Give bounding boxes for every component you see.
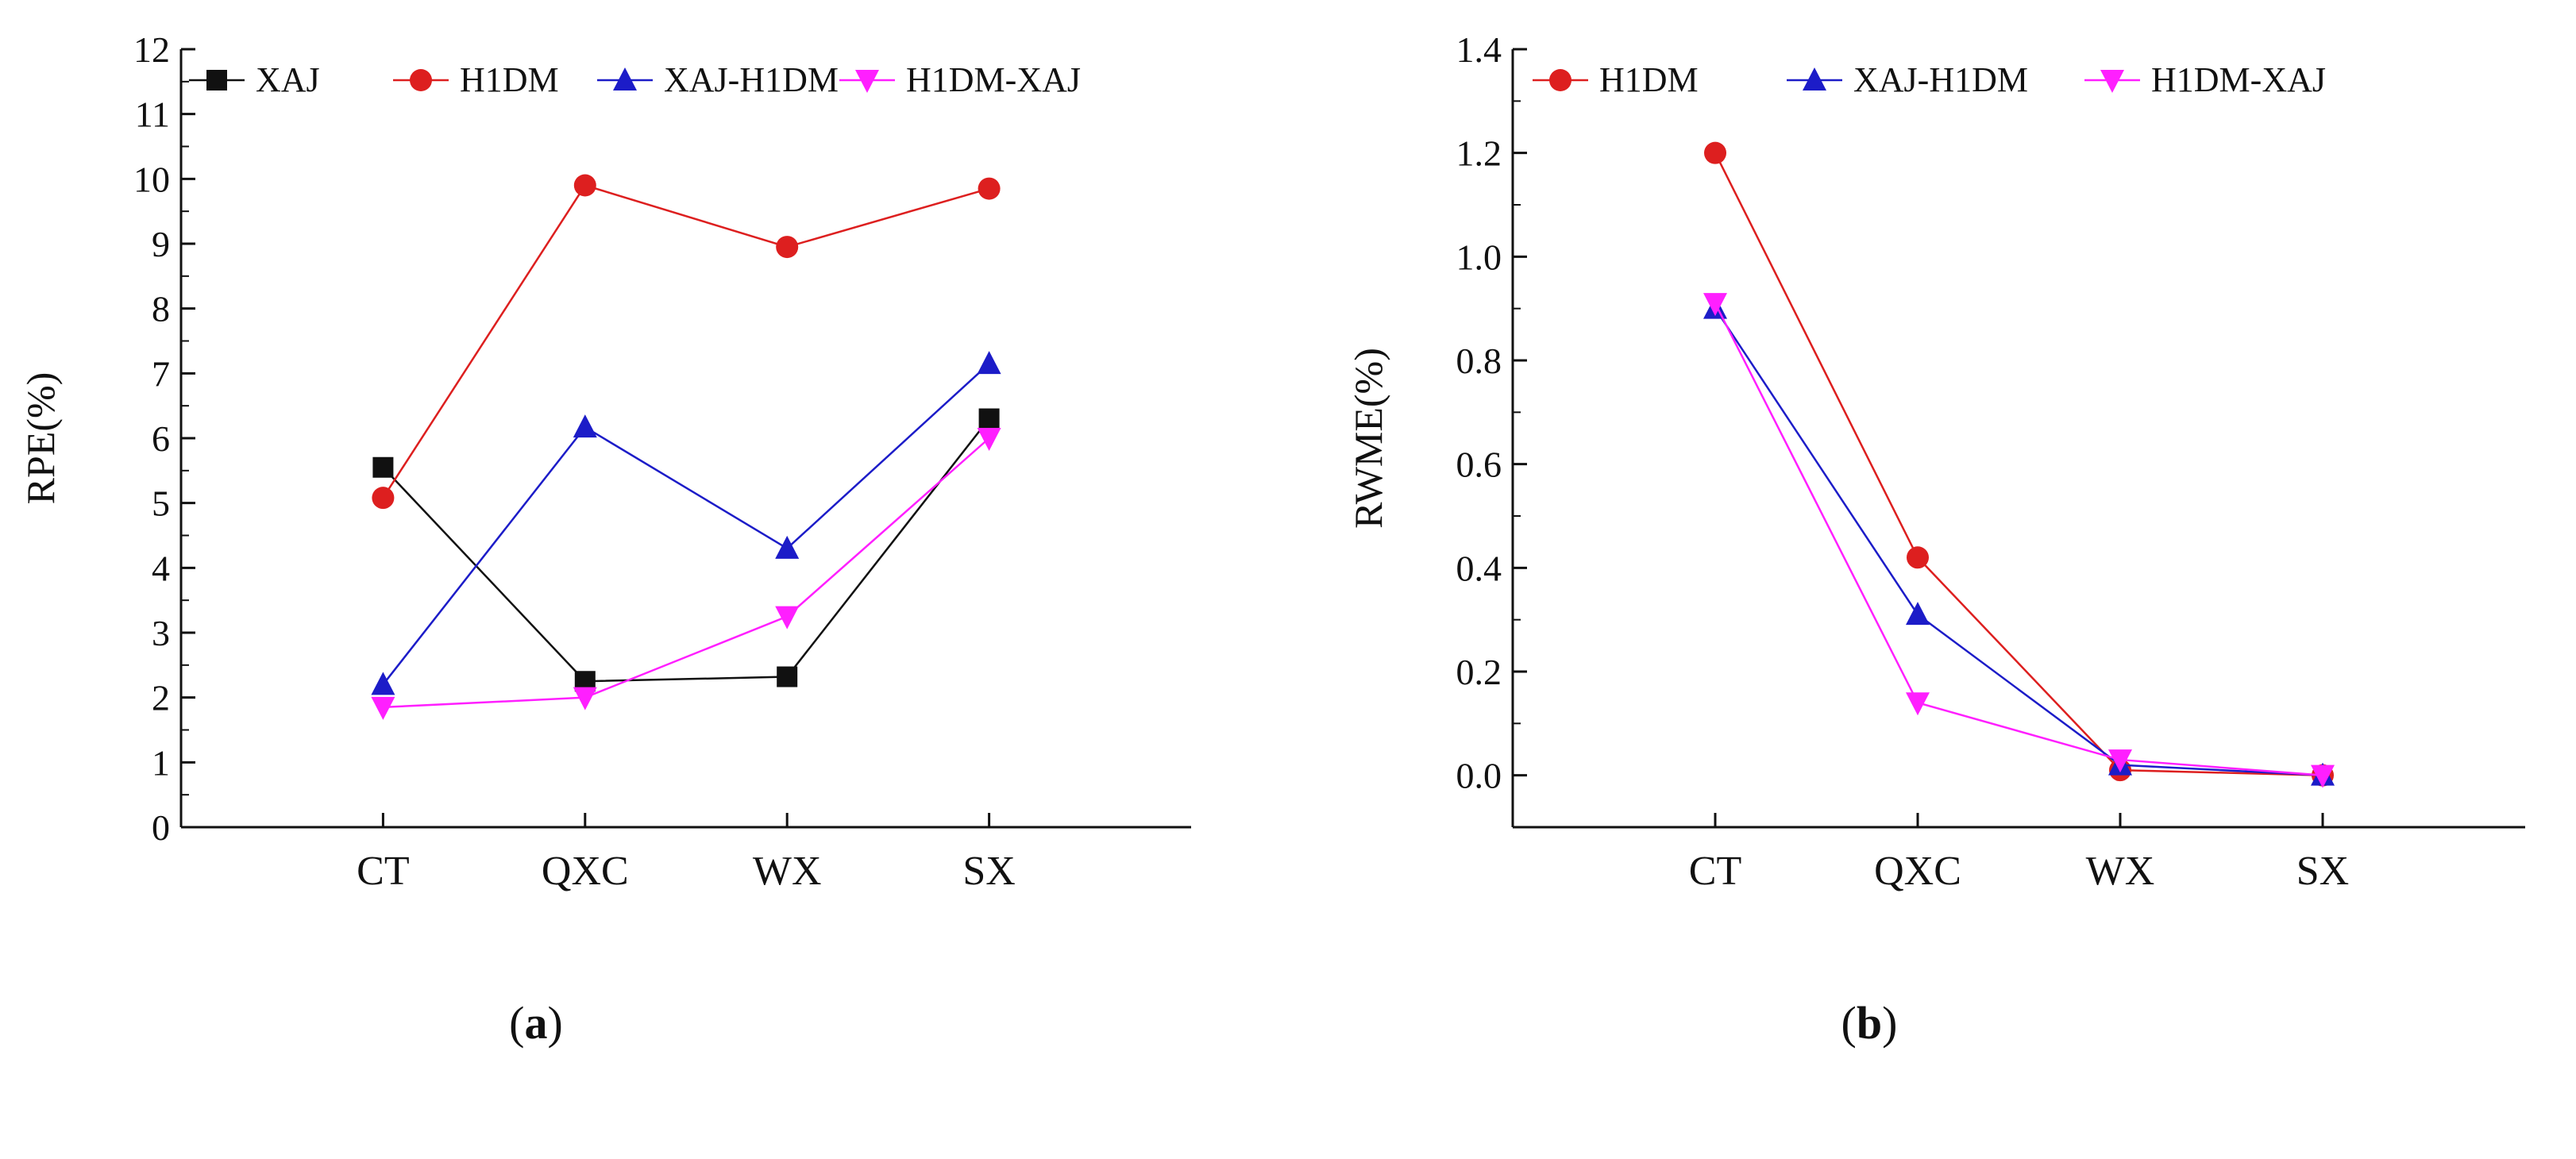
legend-label: XAJ-H1DM bbox=[664, 60, 839, 99]
data-point bbox=[977, 351, 1001, 375]
data-point bbox=[1703, 293, 1727, 317]
data-point bbox=[372, 456, 394, 478]
y-tick-label: 0.8 bbox=[1456, 341, 1502, 381]
y-tick-label: 8 bbox=[152, 289, 170, 329]
legend-marker bbox=[613, 67, 637, 90]
legend-entry-xaj-h1dm: XAJ-H1DM bbox=[1787, 60, 2028, 99]
y-tick-label: 6 bbox=[152, 418, 170, 459]
data-point bbox=[573, 414, 597, 438]
chart-panel-b: 0.0 0.2 0.4 0.6 0.8 1.0 1.2 1.4 CT QXC WX SX RWME(%)… bbox=[1346, 29, 2525, 894]
y-tick-label: 1 bbox=[152, 742, 170, 783]
data-point bbox=[371, 672, 395, 695]
data-point bbox=[1704, 141, 1726, 164]
data-point bbox=[777, 666, 798, 687]
x-tick-label: SX bbox=[962, 849, 1015, 894]
data-point bbox=[978, 177, 1001, 200]
series-xaj-h1dm bbox=[371, 351, 1001, 695]
legend-marker bbox=[855, 70, 879, 93]
series-line bbox=[383, 437, 990, 709]
y-tick-label: 4 bbox=[152, 548, 170, 588]
x-tick-label: WX bbox=[753, 849, 822, 894]
series-line bbox=[1714, 307, 2323, 776]
y-tick-label: 1.4 bbox=[1456, 29, 1502, 70]
y-tick-label: 1.2 bbox=[1456, 133, 1502, 174]
y-tick-label: 12 bbox=[133, 29, 170, 70]
series-line bbox=[382, 418, 990, 683]
legend-label: H1DM-XAJ bbox=[906, 60, 1081, 99]
data-point bbox=[2311, 764, 2335, 788]
x-tick-label: QXC bbox=[542, 849, 629, 894]
series-line bbox=[1714, 152, 2323, 776]
legend-entry-h1dm-xaj: H1DM-XAJ bbox=[2084, 60, 2326, 99]
data-point bbox=[775, 606, 800, 630]
series-line bbox=[382, 184, 989, 499]
legend-label: XAJ-H1DM bbox=[1853, 60, 2028, 99]
caption-b-letter: b bbox=[1856, 997, 1883, 1049]
legend-entry-xaj-h1dm: XAJ-H1DM bbox=[597, 60, 839, 99]
legend-marker bbox=[2100, 70, 2124, 93]
legend-marker bbox=[1549, 69, 1571, 91]
data-point bbox=[1907, 546, 1929, 569]
y-tick-label: 3 bbox=[152, 613, 170, 653]
legend-entry-xaj: XAJ bbox=[189, 60, 320, 99]
y-tick-label: 0.4 bbox=[1456, 548, 1502, 588]
y-tick-label: 0.0 bbox=[1456, 756, 1502, 796]
y-tick-label: 1.0 bbox=[1456, 237, 1502, 277]
legend-label: XAJ bbox=[256, 60, 320, 99]
x-tick-label: CT bbox=[357, 849, 409, 894]
y-tick-label: 10 bbox=[133, 159, 170, 199]
series-line bbox=[382, 363, 990, 686]
data-point bbox=[1906, 692, 1930, 716]
series-xaj-h1dm bbox=[1703, 295, 2335, 786]
legend-entry-h1dm: H1DM bbox=[1533, 60, 1699, 99]
data-point bbox=[977, 428, 1001, 451]
data-point bbox=[2108, 749, 2132, 773]
data-point bbox=[573, 687, 597, 710]
series-xaj bbox=[372, 408, 1000, 692]
legend-label: H1DM bbox=[1599, 60, 1699, 99]
legend-label: H1DM-XAJ bbox=[2151, 60, 2326, 99]
x-tick-label: CT bbox=[1689, 849, 1741, 894]
y-tick-label: 11 bbox=[135, 94, 170, 135]
data-point bbox=[1906, 602, 1930, 626]
y-axis-title: RPE(%) bbox=[18, 372, 63, 505]
legend-marker bbox=[206, 70, 227, 90]
data-point bbox=[978, 408, 1000, 429]
legend-marker bbox=[410, 69, 432, 91]
x-tick-label: WX bbox=[2086, 849, 2155, 894]
caption-b: (b) bbox=[1841, 997, 1898, 1049]
series-line bbox=[1714, 302, 2323, 776]
legend-entry-h1dm-xaj: H1DM-XAJ bbox=[839, 60, 1081, 99]
y-tick-label: 2 bbox=[152, 678, 170, 718]
x-tick-label: SX bbox=[2296, 849, 2349, 894]
y-tick-label: 9 bbox=[152, 224, 170, 264]
caption-a-letter: a bbox=[524, 997, 548, 1049]
caption-a: (a) bbox=[509, 997, 563, 1049]
legend-marker bbox=[1803, 67, 1826, 90]
x-tick-label: QXC bbox=[1874, 849, 1961, 894]
legend-label: H1DM bbox=[460, 60, 559, 99]
y-tick-label: 0.6 bbox=[1456, 445, 1502, 485]
y-tick-label: 7 bbox=[152, 353, 170, 394]
y-tick-label: 0.2 bbox=[1456, 652, 1502, 692]
series-h1dm bbox=[372, 174, 1001, 510]
data-point bbox=[372, 487, 395, 510]
series-h1dm-xaj bbox=[371, 428, 1001, 720]
y-tick-label: 5 bbox=[152, 483, 170, 524]
legend-entry-h1dm: H1DM bbox=[393, 60, 559, 99]
data-point bbox=[371, 696, 395, 720]
data-point bbox=[776, 236, 799, 259]
series-h1dm-xaj bbox=[1703, 293, 2335, 788]
y-tick-label: 0 bbox=[152, 807, 170, 848]
data-point bbox=[775, 535, 800, 559]
y-axis-title: RWME(%) bbox=[1346, 348, 1390, 529]
data-point bbox=[573, 174, 596, 197]
